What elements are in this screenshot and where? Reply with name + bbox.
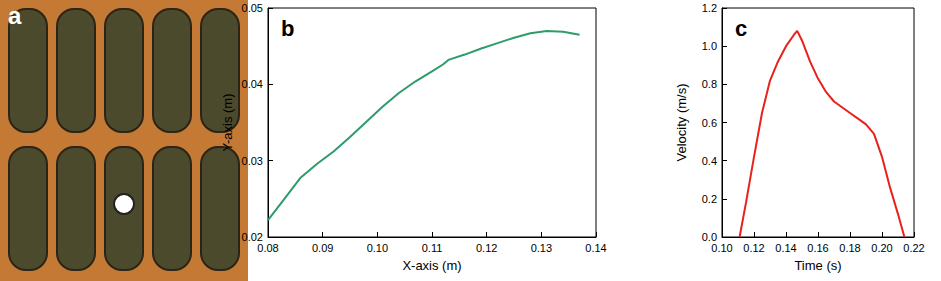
- svg-text:0.10: 0.10: [367, 242, 388, 254]
- svg-text:0.2: 0.2: [702, 193, 717, 205]
- svg-text:0.14: 0.14: [585, 242, 606, 254]
- svg-text:0.0: 0.0: [701, 231, 717, 243]
- svg-text:0.02: 0.02: [241, 231, 263, 243]
- svg-text:0.12: 0.12: [743, 242, 764, 254]
- svg-text:X-axis (m): X-axis (m): [402, 258, 461, 273]
- svg-text:0.6: 0.6: [702, 117, 717, 129]
- svg-text:b: b: [281, 16, 294, 41]
- svg-text:0.03: 0.03: [242, 155, 263, 167]
- svg-text:Velocity (m/s): Velocity (m/s): [674, 83, 689, 161]
- svg-text:Time (s): Time (s): [794, 258, 841, 273]
- svg-text:0.04: 0.04: [242, 78, 263, 90]
- svg-text:0.08: 0.08: [257, 242, 278, 254]
- svg-text:1.2: 1.2: [702, 2, 717, 14]
- svg-text:0.22: 0.22: [903, 242, 924, 254]
- svg-text:1.0: 1.0: [702, 40, 717, 52]
- html-text:a: a: [8, 2, 22, 29]
- svg-text:0.10: 0.10: [711, 242, 732, 254]
- svg-text:0.16: 0.16: [807, 242, 828, 254]
- svg-text:Y-axis (m): Y-axis (m): [220, 93, 235, 151]
- svg-text:0.09: 0.09: [312, 242, 333, 254]
- svg-text:0.13: 0.13: [531, 242, 552, 254]
- svg-text:0.4: 0.4: [702, 155, 717, 167]
- svg-text:0.11: 0.11: [422, 242, 443, 254]
- svg-text:c: c: [735, 16, 747, 41]
- svg-text:0.18: 0.18: [839, 242, 860, 254]
- svg-text:0.12: 0.12: [476, 242, 497, 254]
- svg-text:0.14: 0.14: [775, 242, 796, 254]
- svg-text:0.8: 0.8: [702, 78, 717, 90]
- svg-text:0.05: 0.05: [242, 2, 263, 14]
- svg-text:0.20: 0.20: [871, 242, 892, 254]
